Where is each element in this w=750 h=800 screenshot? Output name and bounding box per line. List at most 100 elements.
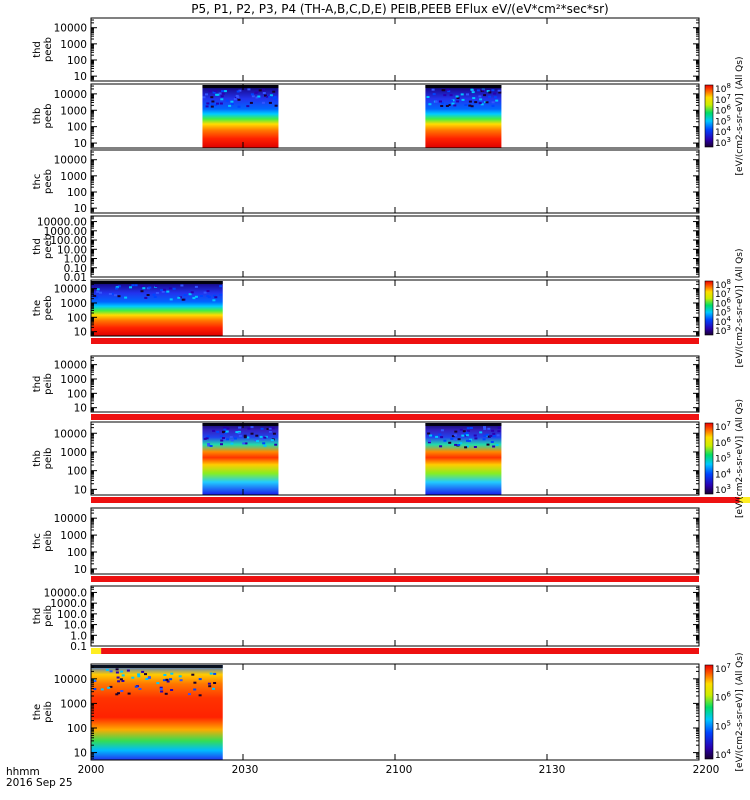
y-tick-label: 1000.0 (50, 598, 87, 610)
panel-frame (90, 83, 700, 149)
spectrogram-speckle (497, 430, 501, 433)
spectrogram-speckle (207, 443, 211, 445)
spectrogram-speckle (491, 101, 495, 104)
spectrogram-speckle (246, 105, 250, 108)
spectrogram-speckle (219, 285, 223, 288)
colorbar-tick-base: 10 (715, 423, 727, 433)
spectrogram-speckle (95, 296, 99, 299)
spectrogram-data-block (91, 281, 223, 336)
y-tick-label: 100 (67, 547, 87, 559)
spectrogram-speckle (163, 674, 167, 676)
spectrogram-speckle (96, 290, 100, 293)
spectrogram-speckle (466, 429, 470, 432)
spectrogram-speckle (250, 93, 254, 96)
product-name: peeb (43, 169, 54, 194)
y-tick-label: 100 (67, 187, 87, 199)
spectrogram-speckle (205, 437, 209, 440)
spectrogram-speckle (209, 672, 213, 675)
spectrogram-speckle (268, 430, 272, 433)
product-name: peeb (43, 234, 54, 259)
colorbar-tick-label: 104 (715, 748, 731, 761)
colorbar-units-qualifier: (All Qs) (735, 57, 745, 90)
panel-frame (90, 421, 700, 496)
colorbar-tick-base: 10 (715, 318, 727, 328)
spectrogram-speckle (459, 442, 463, 445)
spectrogram-speckle (450, 437, 454, 440)
spectrogram-speckle (448, 441, 452, 444)
spectrogram-speckle (273, 96, 277, 99)
spectrogram-speckle (166, 290, 170, 293)
spectrogram-speckle (223, 90, 227, 93)
spectrogram-speckle (261, 101, 265, 104)
spectrogram-speckle (269, 94, 273, 97)
spectrogram-speckle (93, 680, 97, 682)
spectrogram-speckle (140, 290, 144, 293)
spectrogram-speckle (441, 102, 444, 105)
spectrogram-speckle (451, 435, 455, 438)
spectrogram-speckle (427, 441, 431, 444)
spectrogram-speckle (213, 672, 217, 675)
spectrogram-speckle (465, 431, 469, 434)
spectrogram-speckle (192, 297, 196, 300)
y-tick-label: 10 (74, 327, 87, 339)
y-tick-label: 10000 (54, 674, 87, 686)
spectrogram-speckle (96, 288, 100, 291)
y-tick-label: 10000 (54, 23, 87, 35)
panel-probe-label: thcpeeb (32, 169, 54, 194)
spectrogram-speckle (213, 682, 217, 684)
y-tick-label: 100.00 (50, 235, 87, 247)
spectrogram-speckle (225, 430, 229, 433)
y-tick-label: 10 (74, 138, 87, 150)
spectrogram-speckle (432, 93, 436, 96)
colorbar-tick-exponent: 7 (726, 287, 730, 295)
spectrogram-speckle (221, 90, 225, 93)
y-tick-label: 10000 (54, 513, 87, 525)
spectrogram-speckle (115, 693, 119, 696)
y-tick-label: 100 (67, 388, 87, 400)
spectrogram-speckle (134, 284, 138, 287)
spectrogram-speckle (238, 435, 242, 437)
spectrogram-speckle (145, 678, 149, 680)
spectrogram-speckle (247, 427, 251, 430)
spectrogram-speckle (431, 88, 435, 91)
spectrogram-speckle (206, 290, 210, 292)
spectrogram-speckle (114, 294, 117, 297)
colorbar-tick-exponent: 4 (726, 467, 731, 475)
spectrogram-speckle (147, 676, 151, 679)
spectrogram-speckle (202, 96, 206, 99)
spectrogram-data-block (91, 665, 223, 760)
spectrogram-speckle (100, 688, 104, 691)
data-block-top-band (202, 85, 279, 88)
spectrogram-speckle (93, 288, 97, 291)
y-tick-label: 10000 (54, 428, 87, 440)
spectrogram-speckle (144, 673, 147, 676)
spectrogram-speckle (211, 100, 215, 103)
spectrogram-speckle (462, 430, 466, 433)
spectrogram-speckle (224, 431, 228, 434)
colorbar (704, 664, 714, 760)
spectrogram-speckle (268, 427, 272, 430)
colorbar-tick-exponent: 7 (726, 420, 730, 428)
spectrogram-speckle (229, 436, 233, 438)
spectrogram-speckle (459, 428, 463, 431)
spectrogram-speckle (162, 288, 166, 291)
spectrogram-speckle (453, 434, 457, 437)
spectrogram-speckle (445, 105, 449, 107)
spectrogram-speckle (260, 427, 264, 430)
spectrogram-speckle (117, 680, 121, 683)
quality-flag-segment (101, 648, 700, 654)
spectrogram-speckle (121, 674, 125, 677)
spectrogram-speckle (129, 286, 132, 289)
spectrogram-speckle (457, 438, 461, 441)
y-tick-label: 10 (74, 403, 87, 415)
y-tick-label: 10000.0 (44, 587, 87, 599)
colorbar-tick-exponent: 7 (726, 662, 730, 670)
colorbar-tick-label: 105 (715, 306, 731, 319)
spectrogram-speckle (263, 436, 267, 439)
spectrogram-speckle (127, 692, 131, 695)
colorbar-tick-exponent: 3 (726, 324, 730, 332)
spectrogram-speckle (440, 429, 444, 432)
